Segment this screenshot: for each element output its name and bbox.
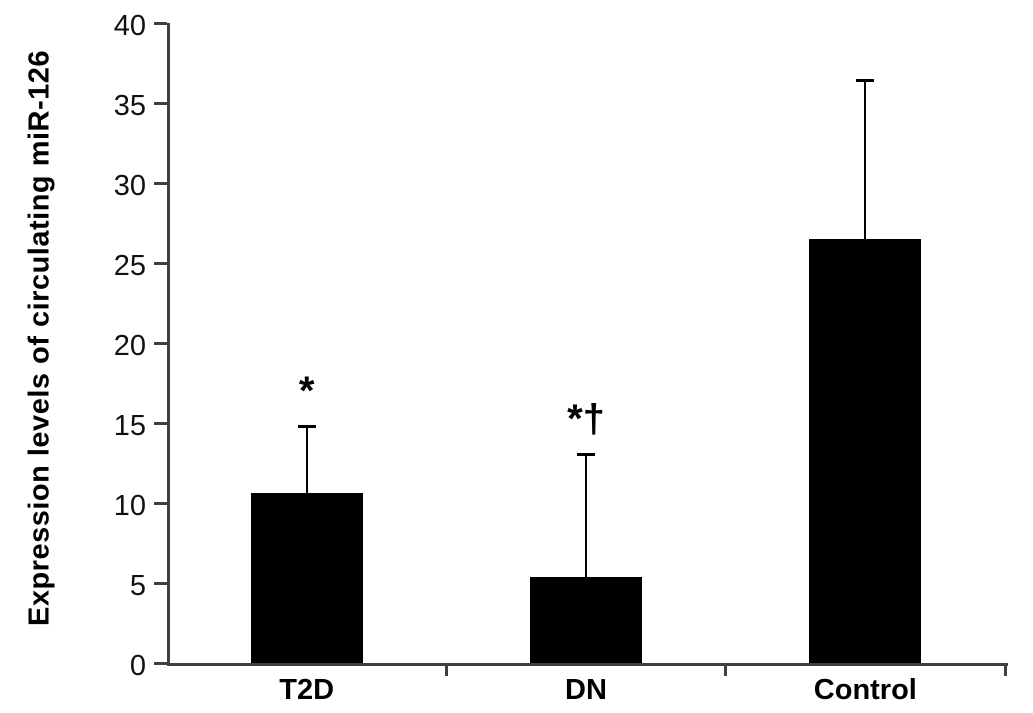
y-tick-label: 20 xyxy=(113,330,146,362)
y-tick-label: 0 xyxy=(129,650,146,682)
x-tick-mark xyxy=(1003,666,1007,676)
significance-marker-dn: *† xyxy=(567,397,605,442)
bar-t2d xyxy=(250,493,363,663)
y-tick-label: 10 xyxy=(113,490,146,522)
y-tick-mark xyxy=(154,502,167,505)
y-tick-mark xyxy=(154,102,167,105)
category-label-dn: DN xyxy=(565,674,607,706)
category-label-control: Control xyxy=(813,674,917,706)
significance-marker-t2d: * xyxy=(298,368,315,413)
y-tick-label: 5 xyxy=(129,570,146,602)
y-tick-mark xyxy=(154,22,167,25)
y-tick-label: 25 xyxy=(113,250,146,282)
error-bar-dn xyxy=(585,453,587,577)
y-tick-mark xyxy=(154,182,167,185)
error-bar-cap-t2d xyxy=(297,424,316,428)
y-axis-title: Expression levels of circulating miR-126 xyxy=(23,49,56,627)
y-tick-mark xyxy=(154,422,167,425)
y-tick-label: 40 xyxy=(113,10,146,42)
y-axis-line xyxy=(167,23,170,666)
y-tick-mark xyxy=(154,662,167,665)
error-bar-control xyxy=(864,79,867,239)
x-axis-line xyxy=(167,663,1008,666)
x-tick-mark xyxy=(444,666,448,676)
y-tick-mark xyxy=(154,582,167,585)
category-label-t2d: T2D xyxy=(279,674,335,706)
y-tick-mark xyxy=(154,342,167,345)
y-tick-mark xyxy=(154,262,167,265)
y-tick-label: 35 xyxy=(113,90,146,122)
error-bar-t2d xyxy=(305,424,308,494)
error-bar-cap-control xyxy=(856,79,875,82)
error-bar-cap-dn xyxy=(577,453,595,457)
y-tick-label: 30 xyxy=(113,170,146,202)
bar-control xyxy=(809,239,922,663)
bar-dn xyxy=(530,576,642,663)
y-tick-label: 15 xyxy=(113,410,146,442)
x-tick-mark xyxy=(724,666,728,676)
